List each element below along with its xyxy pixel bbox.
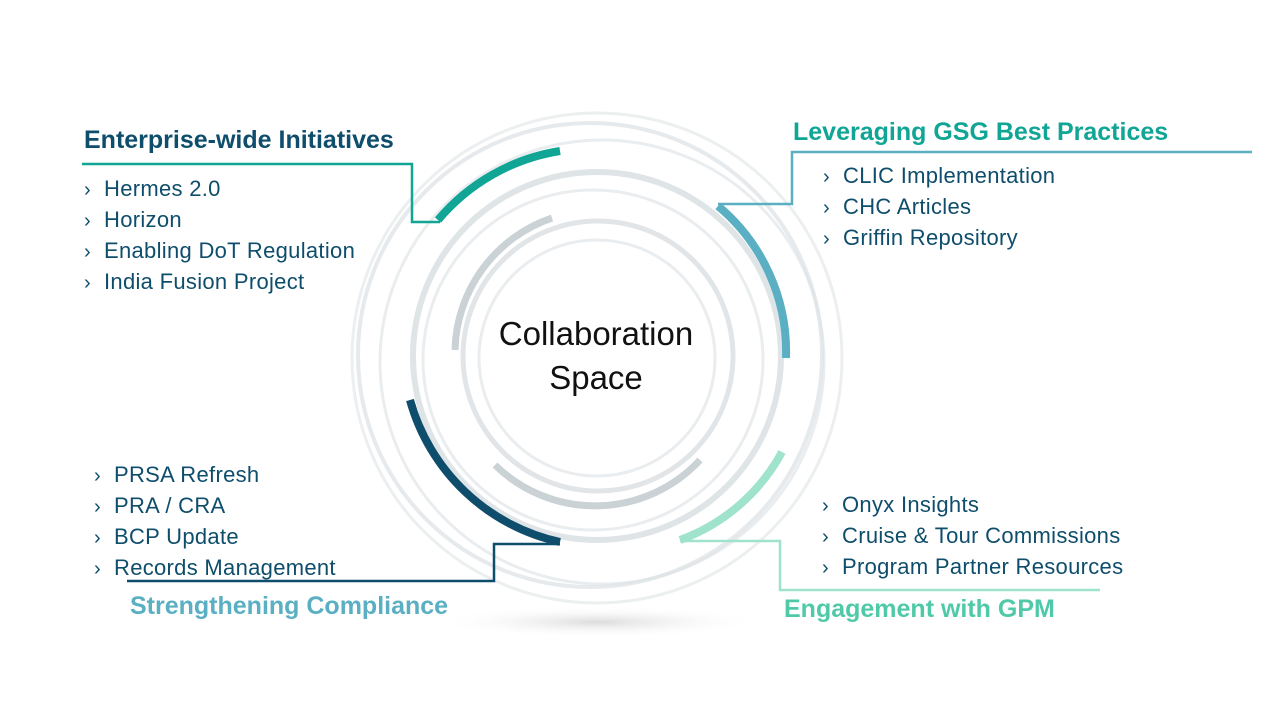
list-item: › PRA / CRA <box>94 491 336 522</box>
inner-ring <box>460 218 736 494</box>
center-title-line1: Collaboration <box>498 315 694 352</box>
inner-arc-bottom <box>492 457 703 510</box>
middle-ring <box>410 169 784 543</box>
inner-ring-2 <box>477 238 717 478</box>
inner-arc-top <box>451 214 554 351</box>
chevron-right-icon: › <box>94 465 101 487</box>
list-item: › India Fusion Project <box>84 267 355 298</box>
outer-ring-2 <box>356 121 824 589</box>
list-item: › BCP Update <box>94 522 336 553</box>
leveraging-arc <box>715 202 791 359</box>
list-item: › Cruise & Tour Commissions <box>822 521 1123 552</box>
list-item: › Hermes 2.0 <box>84 174 355 205</box>
list-item: › Program Partner Resources <box>822 552 1123 583</box>
chevron-right-icon: › <box>822 557 829 579</box>
center-title: Collaboration Space <box>446 312 746 400</box>
outer-ring <box>350 111 844 605</box>
leveraging-connector <box>718 150 1252 206</box>
enterprise-connector <box>82 162 440 224</box>
list-item: › Griffin Repository <box>823 223 1055 254</box>
compliance-list: › PRSA Refresh › PRA / CRA › BCP Update › Re… <box>94 460 336 584</box>
chevron-right-icon: › <box>94 496 101 518</box>
chevron-right-icon: › <box>94 558 101 580</box>
list-item: › Horizon <box>84 205 355 236</box>
chevron-right-icon: › <box>84 210 91 232</box>
compliance-arc <box>406 398 561 546</box>
enterprise-list: › Hermes 2.0 › Horizon › Enabling DoT Regul… <box>84 174 355 298</box>
chevron-right-icon: › <box>84 272 91 294</box>
chevron-right-icon: › <box>84 241 91 263</box>
list-item: › CLIC Implementation <box>823 161 1055 192</box>
list-item: › CHC Articles <box>823 192 1055 223</box>
leveraging-heading: Leveraging GSG Best Practices <box>793 118 1169 146</box>
enterprise-heading: Enterprise-wide Initiatives <box>84 126 394 154</box>
list-item: › Enabling DoT Regulation <box>84 236 355 267</box>
chevron-right-icon: › <box>822 526 829 548</box>
outer-ring-3 <box>378 138 826 586</box>
chevron-right-icon: › <box>822 495 829 517</box>
list-item: › PRSA Refresh <box>94 460 336 491</box>
floor-shadow <box>433 606 763 638</box>
chevron-right-icon: › <box>94 527 101 549</box>
compliance-heading: Strengthening Compliance <box>130 592 449 620</box>
center-title-line2: Space <box>549 359 643 396</box>
engagement-list: › Onyx Insights › Cruise & Tour Commission… <box>822 490 1123 583</box>
middle-ring-2 <box>421 188 765 532</box>
engagement-heading: Engagement with GPM <box>784 595 1055 623</box>
compliance-connector <box>127 542 560 583</box>
chevron-right-icon: › <box>84 179 91 201</box>
leveraging-list: › CLIC Implementation › CHC Articles › Grif… <box>823 161 1055 254</box>
chevron-right-icon: › <box>823 197 830 219</box>
ring-group <box>350 111 844 605</box>
engagement-connector <box>680 539 1100 592</box>
chevron-right-icon: › <box>823 166 830 188</box>
chevron-right-icon: › <box>823 228 830 250</box>
engagement-arc <box>678 450 786 544</box>
enterprise-arc <box>434 147 561 223</box>
list-item: › Records Management <box>94 553 336 584</box>
list-item: › Onyx Insights <box>822 490 1123 521</box>
